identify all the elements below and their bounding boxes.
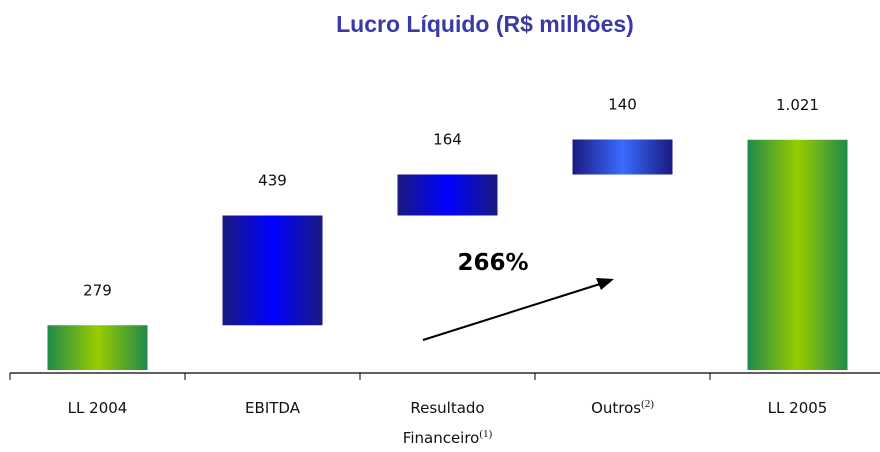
arrow bbox=[422, 283, 601, 341]
bar bbox=[47, 325, 148, 370]
arrow-head bbox=[596, 278, 614, 290]
category-text: LL 2005 bbox=[767, 399, 828, 417]
annotation: 266% bbox=[457, 250, 528, 276]
x-tick-label: Resultado Financeiro(1) bbox=[393, 393, 503, 452]
footnote-mark: (1) bbox=[479, 428, 493, 440]
bar bbox=[397, 174, 498, 216]
value-label: 439 bbox=[258, 172, 287, 190]
category-text: LL 2004 bbox=[67, 399, 128, 417]
bar bbox=[747, 139, 848, 370]
value-label: 1.021 bbox=[776, 96, 819, 114]
x-tick-label: EBITDA bbox=[208, 393, 338, 423]
value-label: 279 bbox=[83, 281, 112, 299]
value-label: 140 bbox=[608, 96, 637, 114]
x-tick-label: Outros(2) bbox=[568, 393, 678, 423]
category-text: Resultado Financeiro bbox=[402, 399, 485, 447]
x-tick-label: LL 2005 bbox=[733, 393, 863, 423]
category-text: Outros bbox=[591, 399, 642, 417]
bar bbox=[572, 139, 673, 175]
footnote-mark: (2) bbox=[641, 398, 654, 410]
bar bbox=[222, 215, 323, 326]
x-tick-label: LL 2004 bbox=[33, 393, 163, 423]
chart-title: Lucro Líquido (R$ milhões) bbox=[336, 11, 634, 37]
value-label: 164 bbox=[433, 131, 462, 149]
category-text: EBITDA bbox=[245, 399, 300, 417]
